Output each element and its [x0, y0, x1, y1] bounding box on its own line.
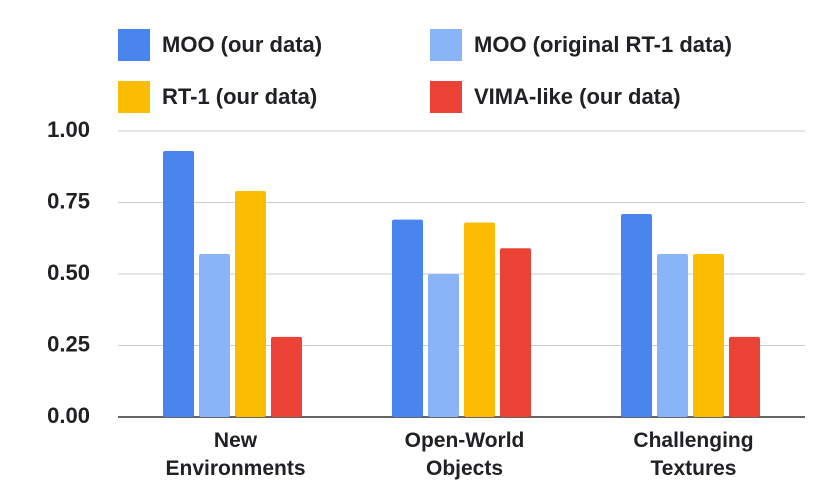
legend-swatch	[430, 81, 462, 113]
bar	[657, 253, 688, 417]
legend-label: MOO (our data)	[162, 32, 322, 57]
bar	[199, 253, 230, 417]
x-tick-label: Challenging Textures	[633, 429, 754, 480]
bar	[271, 336, 302, 417]
x-tick-label: Open-World Objects	[404, 429, 525, 480]
bar	[729, 336, 760, 417]
bar	[392, 219, 423, 417]
bar	[235, 191, 266, 417]
legend-label: RT-1 (our data)	[162, 84, 317, 109]
legend-swatch	[118, 81, 150, 113]
bar	[500, 248, 531, 417]
legend-swatch	[118, 29, 150, 61]
legend-label: MOO (original RT-1 data)	[474, 32, 732, 57]
bar	[428, 274, 459, 417]
y-tick-label: 0.75	[47, 188, 90, 213]
y-tick-label: 0.50	[47, 260, 90, 285]
y-tick-label: 0.25	[47, 331, 90, 356]
bar	[163, 151, 194, 417]
y-tick-label: 0.00	[47, 403, 90, 428]
bar	[464, 222, 495, 417]
bar	[621, 213, 652, 417]
legend-swatch	[430, 29, 462, 61]
x-tick-label: New Environments	[165, 429, 306, 480]
y-tick-label: 1.00	[47, 117, 90, 142]
bar	[693, 253, 724, 417]
legend-label: VIMA-like (our data)	[474, 84, 681, 109]
